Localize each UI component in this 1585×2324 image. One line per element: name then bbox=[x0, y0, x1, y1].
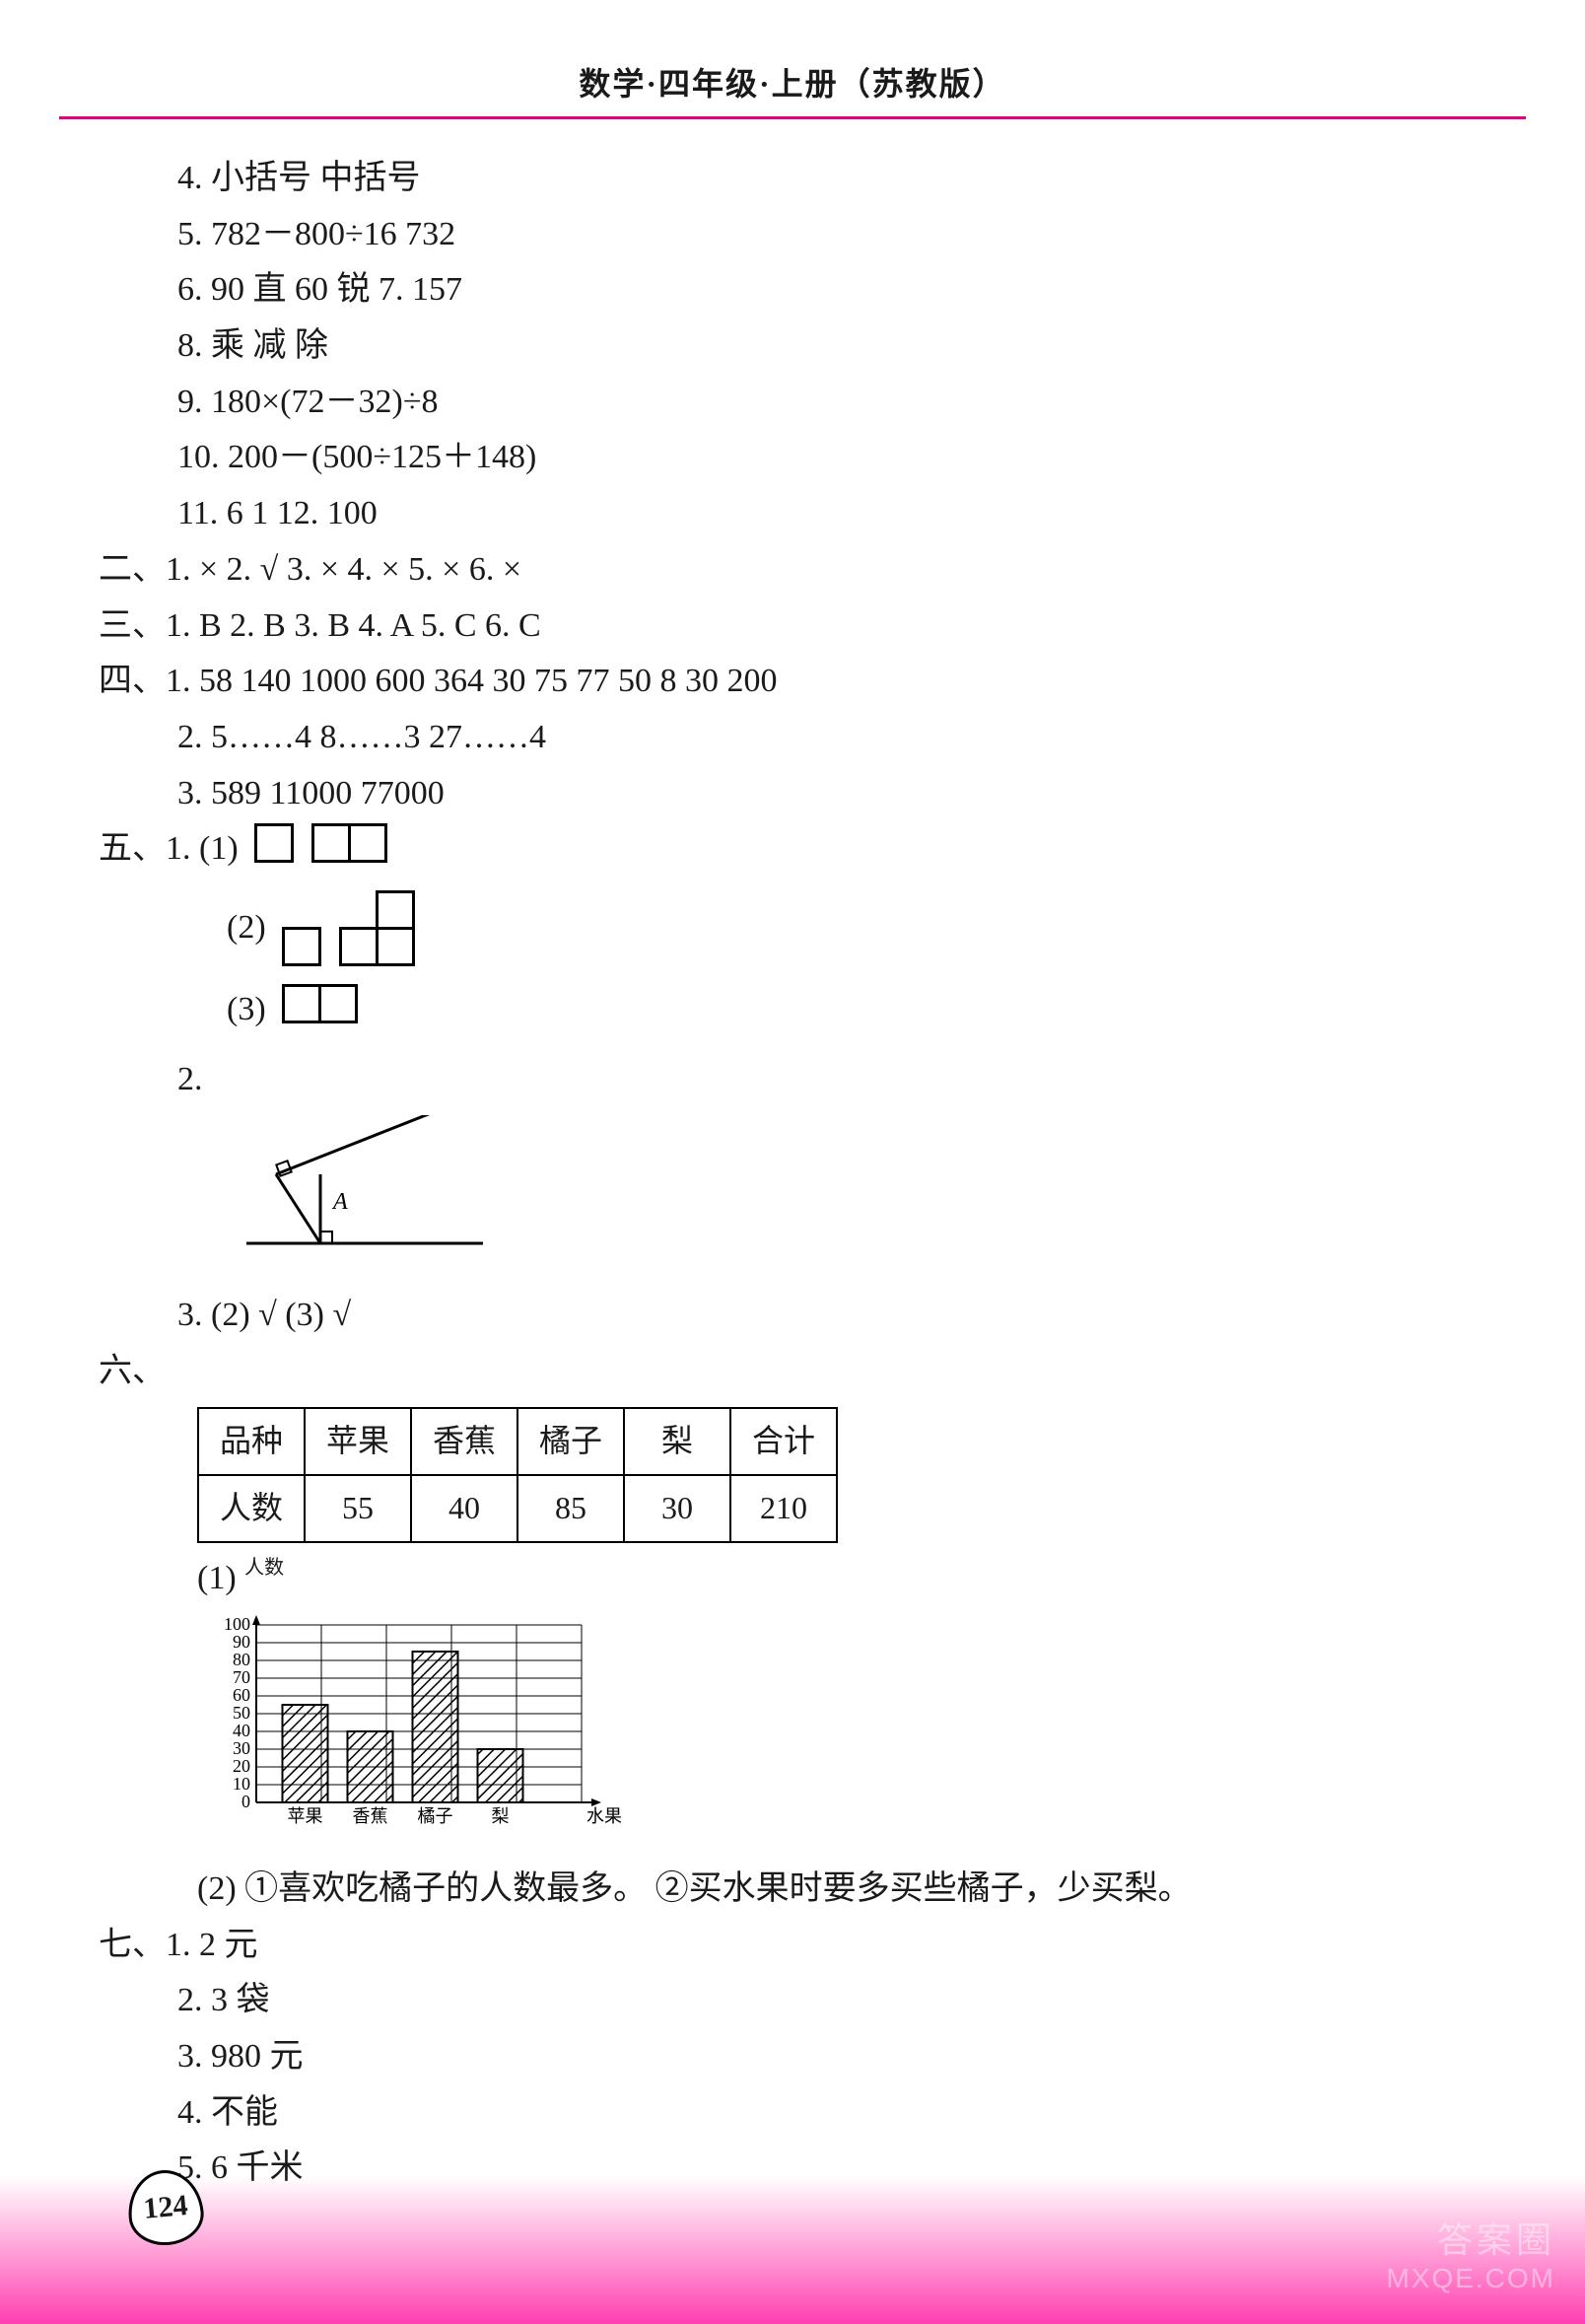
section-7-3: 3. 980 元 bbox=[99, 2031, 1486, 2083]
section-6: 六、 bbox=[99, 1346, 1486, 1398]
fruit-table: 品种 苹果 香蕉 橘子 梨 合计 人数 55 40 85 30 210 bbox=[197, 1407, 838, 1542]
section-5-item3: 3. (2) √ (3) √ bbox=[99, 1290, 1486, 1342]
table-cell: 85 bbox=[517, 1475, 624, 1542]
table-header: 品种 bbox=[198, 1408, 305, 1475]
answer-line: 9. 180×(72－32)÷8 bbox=[99, 377, 1486, 429]
section-7-2: 2. 3 袋 bbox=[99, 1975, 1486, 2027]
section-7-4: 4. 不能 bbox=[99, 2087, 1486, 2140]
svg-text:10: 10 bbox=[233, 1774, 250, 1794]
table-header: 合计 bbox=[730, 1408, 837, 1475]
svg-text:0: 0 bbox=[241, 1792, 250, 1811]
watermark-line2: MXQE.COM bbox=[1386, 2263, 1555, 2294]
bar-chart-svg: 0102030405060708090100 苹果 香蕉 橘子 梨 水果 bbox=[197, 1610, 621, 1837]
answer-line: 10. 200－(500÷125＋148) bbox=[99, 432, 1486, 484]
section-6-2: (2) ①喜欢吃橘子的人数最多。 ②买水果时要多买些橘子，少买梨。 bbox=[99, 1864, 1486, 1916]
answer-line: 8. 乘 减 除 bbox=[99, 320, 1486, 373]
section-2: 二、1. × 2. √ 3. × 4. × 5. × 6. × bbox=[99, 544, 1486, 597]
watermark: 答案圈 MXQE.COM bbox=[1386, 2212, 1555, 2294]
label-5-2: 2. bbox=[177, 1061, 203, 1097]
label-5-1-3: (3) bbox=[227, 991, 266, 1027]
chart-y-title: 人数 bbox=[244, 1557, 284, 1579]
shape-5-1-3-row: (3) bbox=[99, 984, 1486, 1036]
svg-text:40: 40 bbox=[233, 1721, 250, 1740]
bar-chart: 0102030405060708090100 苹果 香蕉 橘子 梨 水果 bbox=[99, 1610, 1486, 1854]
svg-text:70: 70 bbox=[233, 1667, 250, 1687]
svg-text:香蕉: 香蕉 bbox=[353, 1806, 388, 1826]
svg-text:20: 20 bbox=[233, 1756, 250, 1776]
table-cell: 人数 bbox=[198, 1475, 305, 1542]
answer-line: 5. 782－800÷16 732 bbox=[99, 209, 1486, 261]
section-5-item2: 2. bbox=[99, 1054, 1486, 1106]
section-7-1: 七、1. 2 元 bbox=[99, 1920, 1486, 1972]
section-4-row3: 3. 589 11000 77000 bbox=[99, 768, 1486, 820]
shape-5-1-2-row: (2) bbox=[99, 893, 1486, 966]
shape-5-1-1 bbox=[254, 823, 387, 876]
table-header-row: 品种 苹果 香蕉 橘子 梨 合计 bbox=[198, 1408, 837, 1475]
table-cell: 30 bbox=[624, 1475, 730, 1542]
svg-text:苹果: 苹果 bbox=[288, 1806, 323, 1826]
svg-text:90: 90 bbox=[233, 1632, 250, 1652]
shape-5-1-2 bbox=[282, 893, 415, 966]
svg-text:水果: 水果 bbox=[586, 1806, 621, 1826]
label-6-1: (1) bbox=[197, 1560, 237, 1596]
table-header: 橘子 bbox=[517, 1408, 624, 1475]
label-5-1-2: (2) bbox=[227, 909, 266, 946]
angle-point-label: A bbox=[331, 1189, 348, 1215]
svg-text:100: 100 bbox=[224, 1614, 250, 1634]
svg-text:梨: 梨 bbox=[492, 1806, 510, 1826]
table-cell: 55 bbox=[305, 1475, 411, 1542]
svg-text:30: 30 bbox=[233, 1738, 250, 1758]
watermark-line1: 答案圈 bbox=[1386, 2212, 1555, 2263]
section-5: 五、1. (1) bbox=[99, 823, 1486, 876]
svg-text:80: 80 bbox=[233, 1650, 250, 1669]
shape-5-1-3 bbox=[282, 984, 358, 1036]
svg-text:橘子: 橘子 bbox=[418, 1806, 453, 1826]
angle-diagram: A bbox=[99, 1115, 1486, 1280]
answer-line: 11. 6 1 12. 100 bbox=[99, 488, 1486, 540]
answer-line: 4. 小括号 中括号 bbox=[99, 153, 1486, 205]
section-5-label: 五、1. (1) bbox=[99, 830, 239, 867]
table-header: 香蕉 bbox=[411, 1408, 517, 1475]
svg-text:60: 60 bbox=[233, 1685, 250, 1705]
page-header: 数学·四年级·上册（苏教版） bbox=[0, 0, 1585, 105]
table-cell: 40 bbox=[411, 1475, 517, 1542]
table-cell: 210 bbox=[730, 1475, 837, 1542]
content-area: 4. 小括号 中括号 5. 782－800÷16 732 6. 90 直 60 … bbox=[0, 119, 1585, 2195]
section-3: 三、1. B 2. B 3. B 4. A 5. C 6. C bbox=[99, 600, 1486, 653]
footer-gradient bbox=[0, 2176, 1585, 2324]
table-data-row: 人数 55 40 85 30 210 bbox=[198, 1475, 837, 1542]
table-header: 苹果 bbox=[305, 1408, 411, 1475]
section-6-1: (1) 人数 bbox=[99, 1553, 1486, 1605]
section-4-row2: 2. 5……4 8……3 27……4 bbox=[99, 712, 1486, 764]
answer-line: 6. 90 直 60 锐 7. 157 bbox=[99, 264, 1486, 317]
section-4-row1: 四、1. 58 140 1000 600 364 30 75 77 50 8 3… bbox=[99, 656, 1486, 708]
svg-text:50: 50 bbox=[233, 1703, 250, 1723]
table-header: 梨 bbox=[624, 1408, 730, 1475]
